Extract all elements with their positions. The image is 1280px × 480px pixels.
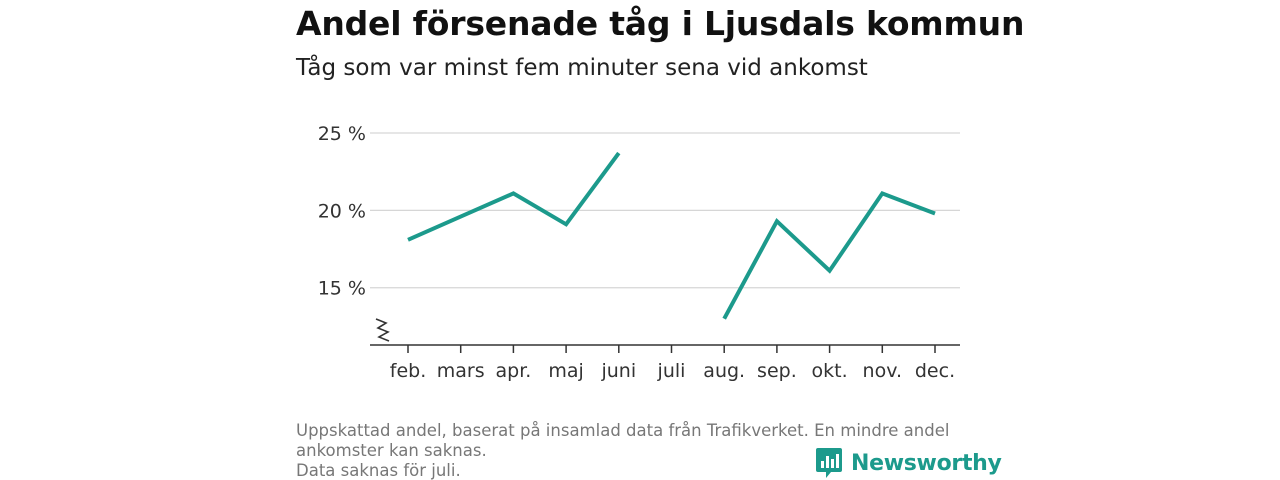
x-tick-label: nov.: [863, 360, 902, 382]
x-tick-label: sep.: [757, 360, 797, 382]
chart-title: Andel försenade tåg i Ljusdals kommun: [296, 4, 1025, 43]
newsworthy-logo: Newsworthy: [815, 446, 1002, 480]
footnote-line-3: Data saknas för juli.: [296, 461, 461, 480]
y-axis-tick-labels: 15 % 20 % 25 %: [318, 123, 366, 300]
x-tick-label: feb.: [390, 360, 426, 382]
x-axis: [370, 318, 960, 346]
x-tick-label: dec.: [915, 360, 955, 382]
y-tick-label: 20 %: [318, 200, 366, 222]
chart-subtitle: Tåg som var minst fem minuter sena vid a…: [296, 55, 868, 81]
footnote-line-1: Uppskattad andel, baserat på insamlad da…: [296, 421, 950, 440]
x-tick-label: maj: [548, 360, 583, 382]
x-tick-label: aug.: [703, 360, 745, 382]
series-lines: [407, 151, 936, 320]
axis-break-mark: [375, 318, 390, 342]
y-tick-label: 15 %: [318, 278, 366, 300]
footnote: Uppskattad andel, baserat på insamlad da…: [296, 421, 986, 480]
gridlines: [370, 132, 960, 289]
series-line: [722, 190, 936, 320]
footnote-line-2: ankomster kan saknas.: [296, 441, 487, 460]
logo-text: Newsworthy: [851, 450, 1002, 476]
x-tick-label: okt.: [812, 360, 848, 382]
x-tick-label: juni: [600, 360, 636, 382]
x-tick-label: juli: [657, 360, 686, 382]
newsworthy-logo-icon: [816, 448, 842, 478]
x-tick-label: apr.: [495, 360, 531, 382]
x-tick-label: mars: [437, 360, 485, 382]
y-tick-label: 25 %: [318, 123, 366, 145]
x-axis-tick-labels: feb. mars apr. maj juni juli aug. sep. okt. nov. d…: [390, 345, 955, 382]
series-line: [407, 151, 621, 242]
